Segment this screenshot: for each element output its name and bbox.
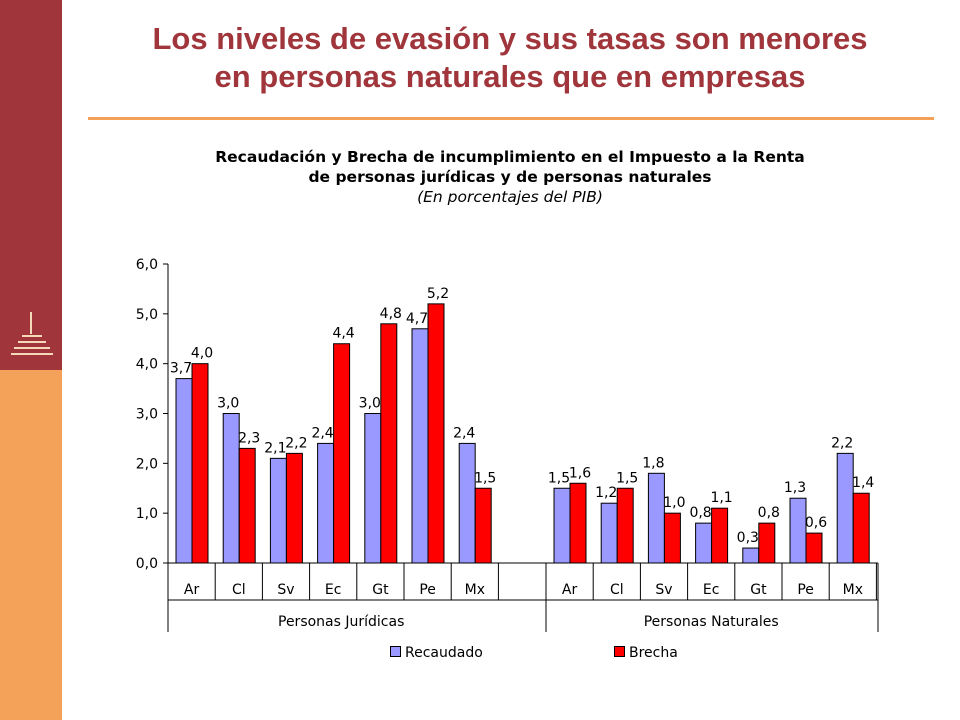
group-label: Personas Jurídicas xyxy=(278,614,404,630)
y-tick-label: 1,0 xyxy=(136,506,158,522)
bar-recaudado xyxy=(411,328,429,564)
data-label: 1,8 xyxy=(642,455,664,471)
bar-recaudado xyxy=(789,497,807,564)
title-divider xyxy=(88,117,934,120)
x-tick-label: Ar xyxy=(562,582,578,598)
x-tick-label: Cl xyxy=(232,582,246,598)
data-label: 5,2 xyxy=(427,286,449,302)
bar-recaudado xyxy=(647,472,665,564)
chart-subtitle: (En porcentajes del PIB) xyxy=(417,188,603,206)
x-tick-label: Ec xyxy=(325,582,342,598)
x-tick-label: Pe xyxy=(797,582,814,598)
y-tick-label: 0,0 xyxy=(136,556,158,572)
x-tick-label: Sv xyxy=(655,582,672,598)
data-label: 1,3 xyxy=(784,480,806,496)
bar-brecha xyxy=(663,512,681,564)
bar-brecha xyxy=(380,323,398,564)
legend-item-recaudado: Recaudado xyxy=(390,645,483,661)
x-tick-label: Ec xyxy=(703,582,720,598)
sidebar-top-band xyxy=(0,0,62,370)
logo-icon xyxy=(11,312,53,355)
bar-brecha xyxy=(333,343,351,564)
bar-recaudado xyxy=(742,547,760,564)
data-label: 1,1 xyxy=(710,490,732,506)
legend-swatch-brecha xyxy=(614,646,625,657)
bar-recaudado xyxy=(600,502,618,564)
data-label: 1,4 xyxy=(852,475,874,491)
bar-brecha xyxy=(191,363,209,564)
group-label: Personas Naturales xyxy=(644,614,779,630)
slide-title-line1: Los niveles de evasión y sus tasas son m… xyxy=(152,21,868,56)
bar-recaudado xyxy=(175,378,193,564)
data-label: 1,5 xyxy=(474,470,496,486)
bar-brecha xyxy=(616,487,634,564)
data-label: 2,1 xyxy=(264,440,286,456)
data-label: 1,5 xyxy=(616,470,638,486)
x-tick-label: Sv xyxy=(277,582,294,598)
bar-recaudado xyxy=(553,487,571,564)
data-label: 2,4 xyxy=(311,425,333,441)
legend-item-brecha: Brecha xyxy=(614,645,678,661)
chart-title-line2: de personas jurídicas y de personas natu… xyxy=(308,168,712,186)
data-label: 1,5 xyxy=(548,470,570,486)
data-label: 4,7 xyxy=(406,311,428,327)
x-tick-label: Pe xyxy=(419,582,436,598)
data-label: 0,3 xyxy=(737,530,759,546)
bar-brecha xyxy=(805,532,823,564)
data-label: 2,2 xyxy=(285,435,307,451)
sidebar-bottom-band xyxy=(0,370,62,720)
data-label: 2,3 xyxy=(238,430,260,446)
data-label: 3,0 xyxy=(217,396,239,412)
data-label: 4,0 xyxy=(191,346,213,362)
x-tick-label: Mx xyxy=(843,582,863,598)
bar-brecha xyxy=(852,492,870,564)
y-tick-label: 3,0 xyxy=(136,407,158,423)
data-label: 1,2 xyxy=(595,485,617,501)
bar-recaudado xyxy=(364,413,382,564)
y-tick-label: 4,0 xyxy=(136,357,158,373)
bar-brecha xyxy=(758,522,776,564)
bar-brecha xyxy=(711,507,729,564)
bar-brecha xyxy=(427,303,445,564)
data-label: 0,8 xyxy=(689,505,711,521)
data-label: 2,4 xyxy=(453,425,475,441)
bar-recaudado xyxy=(317,442,335,564)
sidebar xyxy=(0,0,62,720)
bar-recaudado xyxy=(222,413,240,564)
bar-recaudado xyxy=(458,442,476,564)
y-tick-label: 2,0 xyxy=(136,456,158,472)
data-label: 4,4 xyxy=(332,326,354,342)
data-label: 2,2 xyxy=(831,435,853,451)
slide-title-line2: en personas naturales que en empresas xyxy=(214,59,806,94)
x-tick-label: Mx xyxy=(465,582,485,598)
slide-title: Los niveles de evasión y sus tasas son m… xyxy=(90,20,930,96)
bar-brecha xyxy=(569,482,587,564)
bar-brecha xyxy=(285,452,303,564)
data-label: 1,0 xyxy=(663,495,685,511)
chart-title-line1: Recaudación y Brecha de incumplimiento e… xyxy=(215,148,805,166)
y-tick-label: 5,0 xyxy=(136,307,158,323)
bar-brecha xyxy=(474,487,492,564)
bar-recaudado xyxy=(695,522,713,564)
x-tick-label: Gt xyxy=(372,582,389,598)
data-label: 1,6 xyxy=(569,465,591,481)
data-label: 3,7 xyxy=(170,361,192,377)
bar-recaudado xyxy=(836,452,854,564)
x-tick-label: Gt xyxy=(750,582,767,598)
data-label: 0,8 xyxy=(758,505,780,521)
y-tick-label: 6,0 xyxy=(136,257,158,273)
data-label: 4,8 xyxy=(380,306,402,322)
legend-swatch-recaudado xyxy=(390,646,401,657)
data-label: 3,0 xyxy=(359,396,381,412)
bar-recaudado xyxy=(269,457,287,564)
x-tick-label: Ar xyxy=(184,582,200,598)
legend-label-recaudado: Recaudado xyxy=(405,645,483,661)
bar-brecha xyxy=(238,447,256,564)
legend-label-brecha: Brecha xyxy=(629,645,678,661)
data-label: 0,6 xyxy=(805,515,827,531)
chart-title: Recaudación y Brecha de incumplimiento e… xyxy=(90,147,930,207)
x-tick-label: Cl xyxy=(610,582,624,598)
